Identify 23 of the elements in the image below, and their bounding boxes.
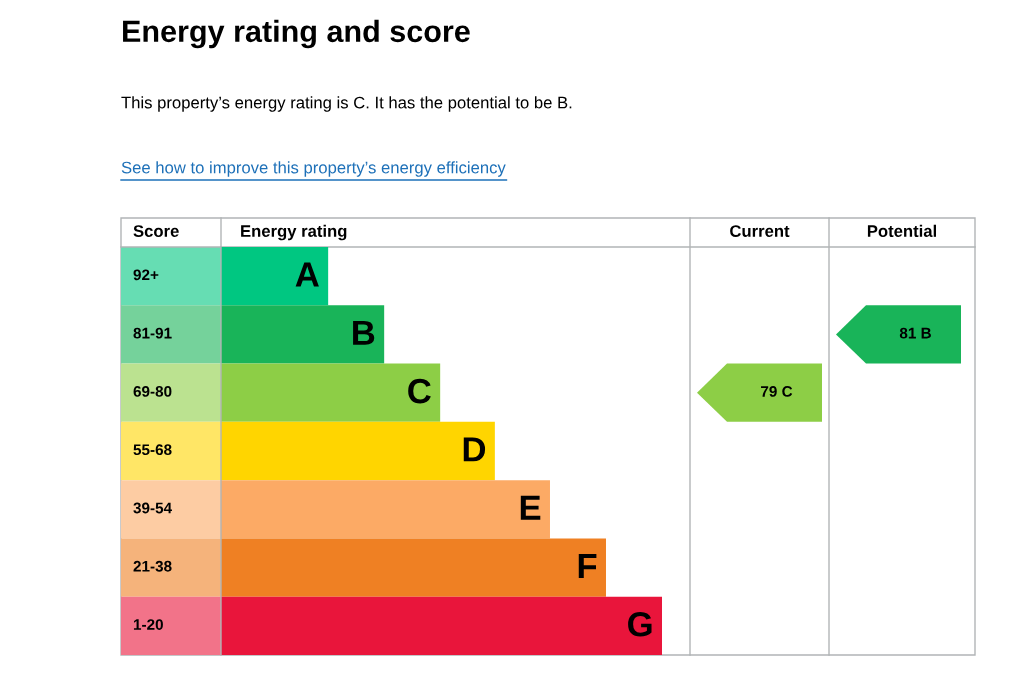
y-tick-label: E [520,495,541,520]
chart-title: Energy rating and score [123,19,470,49]
text: 79 C [761,386,793,397]
text: 81 B [899,327,931,339]
text: 92+ [133,269,159,281]
text: 1-20 [133,619,163,630]
text: Current [730,225,790,237]
text: See how to improve this property’s energy efficiency [121,161,506,177]
chart-subtitle: This property’s energy rating is C. It has the potential to be B. [121,96,572,112]
text: 55-68 [133,444,172,456]
text: 81-91 [133,327,172,339]
y-tick-label: F [578,554,597,578]
y-tick-label: C [408,378,431,404]
text: Energy rating [241,224,347,241]
y-tick-label: G [628,611,652,637]
y-tick-label: D [463,437,486,462]
text: Score [133,225,179,237]
text: 21-38 [133,560,172,572]
y-tick-label: A [295,262,319,287]
text: 39-54 [133,502,172,514]
text: 69-80 [133,386,172,397]
y-tick-label: B [353,320,375,345]
text: Potential [867,224,937,237]
